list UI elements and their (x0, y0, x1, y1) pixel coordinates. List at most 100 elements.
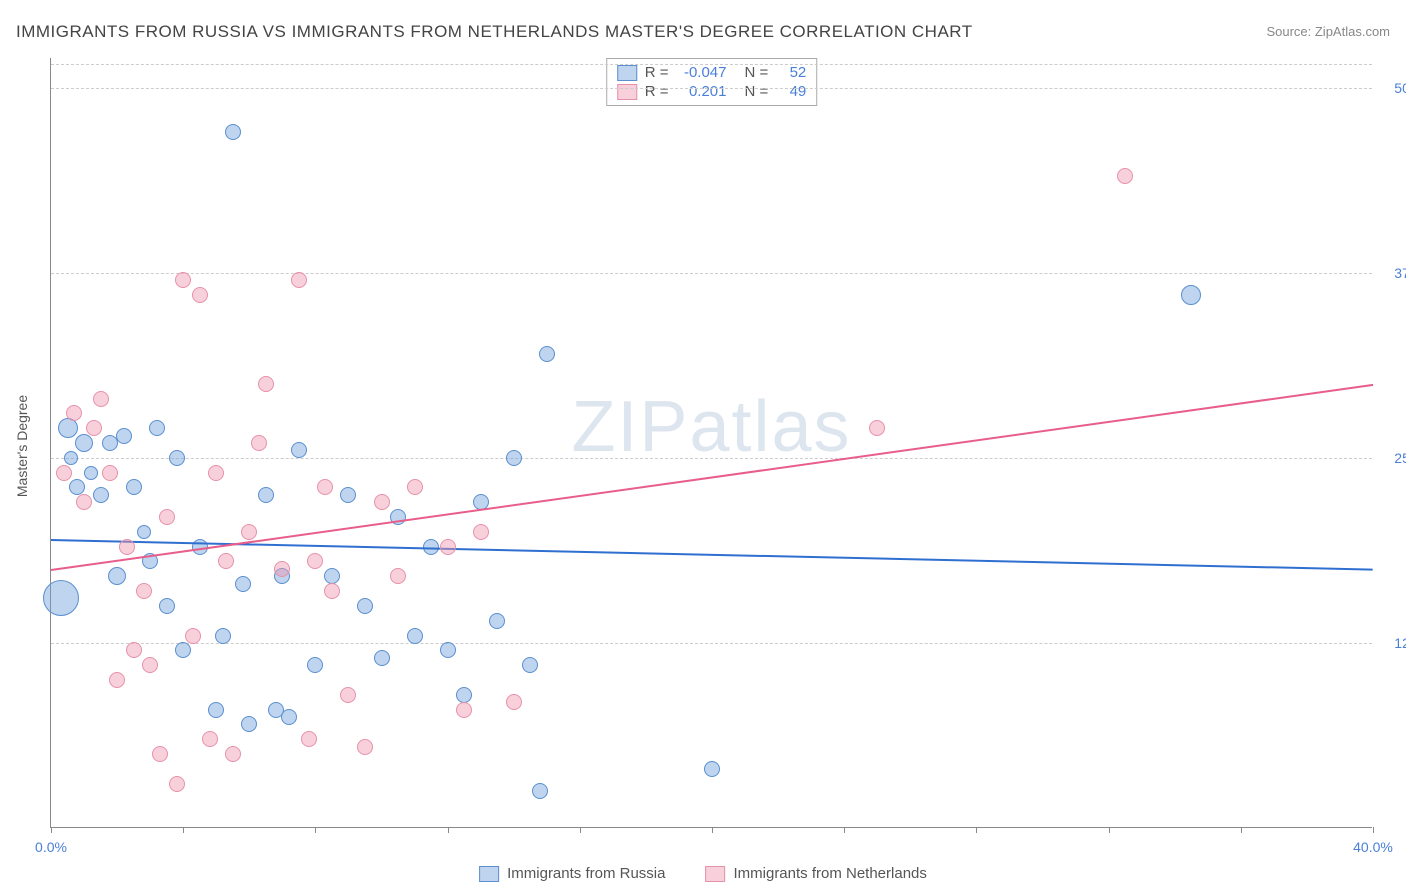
data-point-netherlands (93, 391, 109, 407)
gridline-h (51, 273, 1372, 274)
data-point-russia (84, 466, 98, 480)
data-point-russia (532, 783, 548, 799)
data-point-russia (116, 428, 132, 444)
data-point-russia (175, 642, 191, 658)
data-point-netherlands (175, 272, 191, 288)
data-point-russia (456, 687, 472, 703)
data-point-russia (215, 628, 231, 644)
gridline-h (51, 458, 1372, 459)
data-point-netherlands (142, 657, 158, 673)
y-tick-label: 12.5% (1379, 635, 1406, 651)
x-tick (1241, 827, 1242, 833)
legend-n-label: N = (745, 83, 769, 100)
data-point-russia (340, 487, 356, 503)
data-point-netherlands (301, 731, 317, 747)
data-point-netherlands (251, 435, 267, 451)
data-point-netherlands (86, 420, 102, 436)
data-point-russia (159, 598, 175, 614)
legend-swatch (617, 84, 637, 100)
data-point-russia (1181, 285, 1201, 305)
legend-label: Immigrants from Russia (507, 865, 665, 882)
legend-n-label: N = (745, 64, 769, 81)
data-point-russia (241, 716, 257, 732)
data-point-netherlands (291, 272, 307, 288)
data-point-netherlands (225, 746, 241, 762)
trendline-netherlands (51, 384, 1373, 571)
data-point-russia (291, 442, 307, 458)
x-tick (580, 827, 581, 833)
data-point-netherlands (56, 465, 72, 481)
data-point-russia (69, 479, 85, 495)
data-point-netherlands (307, 553, 323, 569)
data-point-netherlands (357, 739, 373, 755)
data-point-russia (137, 525, 151, 539)
data-point-netherlands (390, 568, 406, 584)
data-point-russia (374, 650, 390, 666)
legend-r-label: R = (645, 83, 669, 100)
x-tick (1109, 827, 1110, 833)
data-point-russia (704, 761, 720, 777)
data-point-russia (258, 487, 274, 503)
data-point-netherlands (1117, 168, 1133, 184)
x-tick (844, 827, 845, 833)
y-tick-label: 25.0% (1379, 450, 1406, 466)
data-point-russia (307, 657, 323, 673)
data-point-netherlands (218, 553, 234, 569)
legend-n-value: 52 (776, 64, 806, 81)
data-point-russia (539, 346, 555, 362)
data-point-russia (489, 613, 505, 629)
x-tick (712, 827, 713, 833)
gridline-h (51, 643, 1372, 644)
data-point-netherlands (76, 494, 92, 510)
data-point-netherlands (869, 420, 885, 436)
x-tick (448, 827, 449, 833)
legend-item: Immigrants from Netherlands (705, 865, 926, 882)
data-point-netherlands (185, 628, 201, 644)
data-point-netherlands (241, 524, 257, 540)
data-point-netherlands (169, 776, 185, 792)
x-tick-label: 0.0% (35, 839, 67, 855)
correlation-legend: R =-0.047N =52R =0.201N =49 (606, 58, 818, 106)
plot-area: ZIPatlas R =-0.047N =52R =0.201N =49 12.… (50, 58, 1372, 828)
data-point-netherlands (152, 746, 168, 762)
data-point-russia (225, 124, 241, 140)
data-point-netherlands (506, 694, 522, 710)
y-tick-label: 50.0% (1379, 80, 1406, 96)
data-point-russia (149, 420, 165, 436)
legend-r-value: 0.201 (677, 83, 727, 100)
data-point-netherlands (102, 465, 118, 481)
data-point-netherlands (202, 731, 218, 747)
data-point-netherlands (109, 672, 125, 688)
data-point-russia (324, 568, 340, 584)
data-point-russia (108, 567, 126, 585)
data-point-netherlands (208, 465, 224, 481)
chart-container: IMMIGRANTS FROM RUSSIA VS IMMIGRANTS FRO… (0, 0, 1406, 892)
source-attribution: Source: ZipAtlas.com (1266, 24, 1390, 39)
data-point-netherlands (340, 687, 356, 703)
trendline-russia (51, 539, 1373, 571)
data-point-netherlands (407, 479, 423, 495)
data-point-netherlands (456, 702, 472, 718)
data-point-netherlands (473, 524, 489, 540)
x-tick (315, 827, 316, 833)
gridline-h (51, 88, 1372, 89)
x-tick-label: 40.0% (1353, 839, 1393, 855)
series-legend: Immigrants from Russia Immigrants from Ne… (479, 865, 927, 882)
data-point-netherlands (66, 405, 82, 421)
data-point-russia (75, 434, 93, 452)
x-tick (976, 827, 977, 833)
data-point-netherlands (136, 583, 152, 599)
data-point-russia (407, 628, 423, 644)
data-point-russia (235, 576, 251, 592)
data-point-netherlands (119, 539, 135, 555)
legend-r-value: -0.047 (677, 64, 727, 81)
data-point-netherlands (440, 539, 456, 555)
legend-swatch (705, 866, 725, 882)
watermark: ZIPatlas (571, 386, 851, 468)
gridline-h (51, 64, 1372, 65)
x-tick (51, 827, 52, 833)
data-point-netherlands (274, 561, 290, 577)
legend-swatch (617, 65, 637, 81)
data-point-russia (126, 479, 142, 495)
data-point-russia (440, 642, 456, 658)
